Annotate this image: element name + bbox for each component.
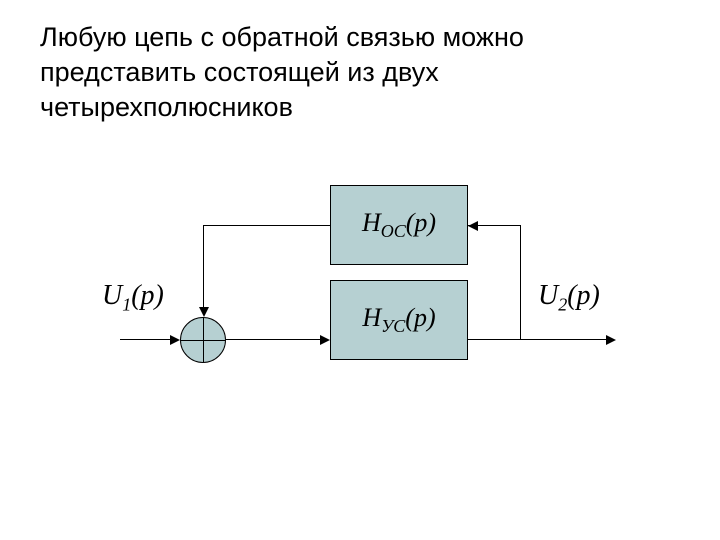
forward-block: HУС(p)	[330, 280, 468, 360]
output-arrowhead	[606, 335, 616, 345]
input-sub: 1	[122, 295, 131, 315]
sum-to-forward-line	[226, 339, 323, 340]
output-arg: (p)	[567, 280, 600, 311]
into-feedback-arrowhead	[468, 221, 478, 231]
forward-block-label: HУС(p)	[362, 303, 435, 337]
branch-up-line	[520, 225, 521, 339]
feedback-diagram: U1(p) U2(p) HОС(p) HУС(p)	[120, 180, 600, 480]
input-arrowhead	[170, 335, 180, 345]
summing-junction	[180, 317, 226, 363]
input-label: U1(p)	[102, 280, 164, 316]
input-base: U	[102, 280, 122, 311]
input-line	[120, 339, 172, 340]
output-base: U	[538, 280, 558, 311]
sum-to-forward-arrowhead	[320, 335, 330, 345]
feedback-out-line	[203, 225, 330, 226]
feedback-down-arrowhead	[199, 307, 209, 317]
input-arg: (p)	[131, 280, 164, 311]
forward-out-line	[468, 339, 608, 340]
feedback-down-line	[203, 225, 204, 310]
output-sub: 2	[558, 295, 567, 315]
output-label: U2(p)	[538, 280, 600, 316]
heading-text: Любую цепь с обратной связью можно предс…	[40, 20, 680, 125]
feedback-block-label: HОС(p)	[362, 208, 436, 242]
feedback-block: HОС(p)	[330, 185, 468, 265]
